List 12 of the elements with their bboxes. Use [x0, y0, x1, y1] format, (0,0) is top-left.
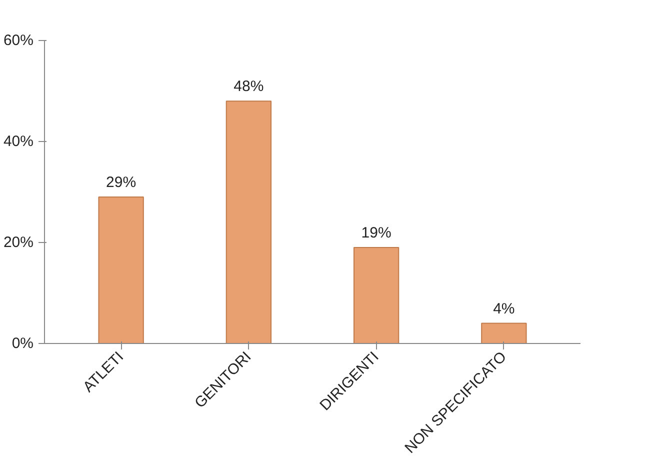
data-label: 29%: [106, 174, 136, 192]
y-tick-label: 40%: [3, 133, 34, 150]
data-label: 4%: [493, 300, 515, 318]
data-label: 19%: [361, 224, 392, 242]
bar: [481, 322, 527, 344]
bar: [353, 247, 400, 344]
y-tick-label: 20%: [3, 234, 34, 251]
y-tick-label: 60%: [3, 32, 34, 49]
data-label: 48%: [234, 78, 264, 96]
bar: [226, 100, 272, 344]
bar: [98, 196, 144, 344]
y-tick-label: 0%: [12, 335, 34, 352]
